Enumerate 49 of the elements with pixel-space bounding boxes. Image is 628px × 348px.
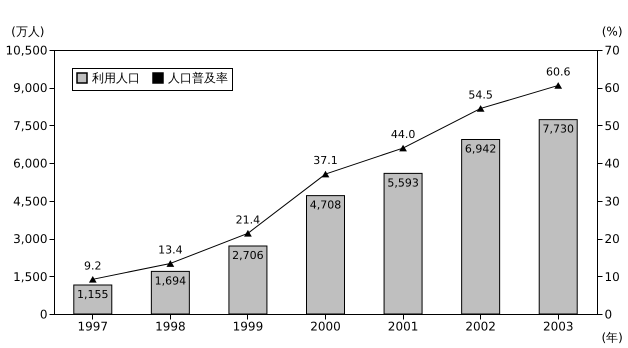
data-label: 54.5 <box>468 88 493 102</box>
data-label: 44.0 <box>390 128 416 142</box>
y-axis-title: (万人) <box>11 24 44 38</box>
y2-tick-label: 30 <box>604 194 620 208</box>
x-tick-label: 2001 <box>388 320 418 334</box>
y2-tick-label: 40 <box>604 156 620 171</box>
data-label: 9.2 <box>84 259 102 272</box>
y-tick-label: 1,500 <box>13 270 48 284</box>
x-tick-label: 2003 <box>542 320 574 334</box>
y2-tick-label: 10 <box>604 270 620 284</box>
y-tick-label: 0 <box>40 308 48 322</box>
x-tick-label: 1998 <box>155 320 186 334</box>
x-tick-label: 1999 <box>232 320 264 334</box>
x-tick-label: 2000 <box>310 320 341 334</box>
data-label: 4,708 <box>310 198 342 212</box>
y-tick-label: 4,500 <box>13 194 48 208</box>
y2-tick-label: 50 <box>604 118 620 133</box>
data-label: 60.6 <box>546 65 570 78</box>
y-tick-label: 6,000 <box>13 156 48 171</box>
y2-tick-label: 60 <box>604 81 620 96</box>
y2-tick-label: 70 <box>604 44 620 58</box>
y-tick-label: 10,500 <box>6 44 48 58</box>
data-label: 37.1 <box>313 154 338 168</box>
y-tick-label: 3,000 <box>13 232 48 246</box>
data-label: 21.4 <box>236 213 260 226</box>
y2-axis-title: (%) <box>602 24 622 38</box>
point <box>88 276 97 283</box>
x-tick-label: 1997 <box>78 320 108 334</box>
point <box>554 82 562 89</box>
y2-tick-label: 20 <box>604 232 620 246</box>
point <box>166 260 174 267</box>
y2-tick-label: 0 <box>604 308 612 322</box>
x-axis-title: (年) <box>602 330 623 344</box>
x-tick-label: 2002 <box>465 320 496 334</box>
data-label: 6,942 <box>464 142 496 156</box>
data-label: 1,694 <box>154 274 186 288</box>
data-label: 1,155 <box>77 288 109 301</box>
point <box>244 230 252 237</box>
point <box>476 105 485 112</box>
y-tick-label: 7,500 <box>13 118 48 133</box>
point <box>399 144 407 152</box>
y-tick-label: 9,000 <box>13 81 48 96</box>
legend-label: 利用人口 <box>92 71 140 85</box>
data-label: 13.4 <box>158 243 183 256</box>
point <box>322 170 330 178</box>
data-label: 5,593 <box>387 176 419 190</box>
data-label: 2,706 <box>232 248 264 262</box>
legend-label: 人口普及率 <box>168 71 228 85</box>
data-label: 7,730 <box>542 122 574 136</box>
